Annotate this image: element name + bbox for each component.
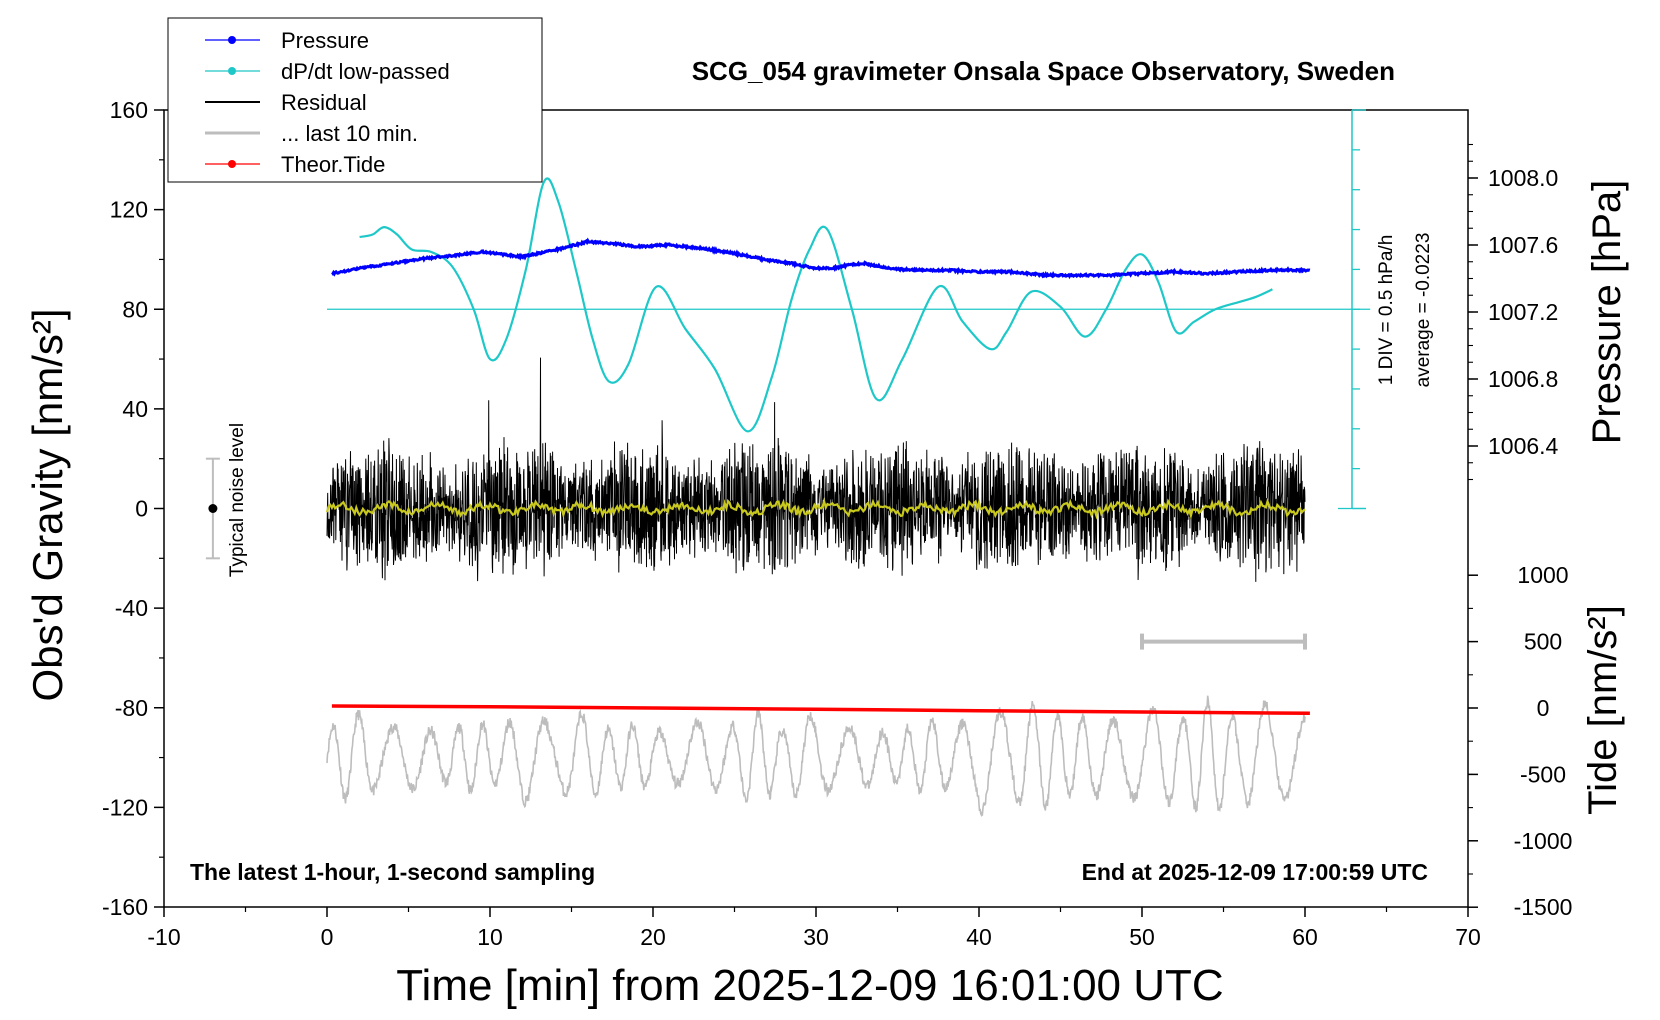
- x-tick-label: 50: [1129, 924, 1155, 950]
- legend-swatch-dot: [228, 67, 236, 75]
- legend-label: Theor.Tide: [281, 152, 385, 177]
- last-10-min-line: [326, 695, 1306, 818]
- axes-layer: -10 0 10 20 30 40 50 60 70 -160 -120 -80 -40 0 40 80 120…: [102, 97, 1572, 950]
- tide-tick-label: 1000: [1517, 562, 1568, 588]
- legend-swatch-dot: [228, 36, 236, 44]
- tide-tick-label: -1000: [1514, 828, 1573, 854]
- pressure-tick-label: 1006.4: [1488, 433, 1559, 459]
- residual-smoothed-line: [325, 497, 1306, 520]
- legend-item: Residual: [205, 90, 367, 115]
- y-axis-label-pressure: Pressure [hPa]: [1585, 180, 1629, 445]
- y-tick-label: -40: [115, 595, 148, 621]
- legend-item: Theor.Tide: [205, 152, 385, 177]
- pressure-tick-label: 1006.8: [1488, 366, 1558, 392]
- legend-item: Pressure: [205, 28, 369, 53]
- y-axis-label-tide: Tide [nm/s²]: [1581, 605, 1625, 815]
- noise-level-label: Typical noise level: [227, 423, 248, 577]
- x-tick-label: 60: [1292, 924, 1318, 950]
- y-tick-label: 160: [110, 97, 148, 123]
- legend-label: ... last 10 min.: [281, 121, 418, 146]
- residual-line: [326, 357, 1306, 582]
- theor-tide-line: [331, 704, 1310, 716]
- pressure-line: [331, 237, 1311, 280]
- dpdt-line: [359, 177, 1273, 433]
- legend: Pressure dP/dt low-passed Residual ... last…: [167, 17, 543, 183]
- y-tick-label: 40: [122, 396, 148, 422]
- x-tick-label: 40: [966, 924, 992, 950]
- y-tick-label: 80: [122, 296, 148, 322]
- tide-tick-label: -500: [1520, 761, 1566, 787]
- y-tick-label: 0: [135, 496, 148, 522]
- legend-box: [167, 17, 543, 183]
- noise-level-dot: [208, 504, 218, 513]
- x-tick-label: 70: [1455, 924, 1481, 950]
- tide-tick-label: 500: [1524, 629, 1562, 655]
- footer-right-label: End at 2025-12-09 17:00:59 UTC: [1082, 859, 1428, 885]
- series-layer: [205, 109, 1371, 818]
- x-tick-label: 20: [640, 924, 666, 950]
- pressure-tick-label: 1008.0: [1488, 165, 1558, 191]
- div-label: 1 DIV = 0.5 hPa/h: [1376, 235, 1397, 386]
- legend-item: ... last 10 min.: [205, 121, 418, 146]
- y-tick-label: -80: [115, 695, 148, 721]
- y-tick-label: -160: [102, 894, 148, 920]
- x-tick-label: 10: [477, 924, 503, 950]
- x-tick-label: 30: [803, 924, 829, 950]
- tide-tick-label: -1500: [1514, 894, 1573, 920]
- tide-tick-label: 0: [1537, 695, 1550, 721]
- legend-swatch-dot: [228, 160, 236, 168]
- legend-label: Pressure: [281, 28, 369, 53]
- y-axis-label-left: Obs'd Gravity [nm/s²]: [24, 308, 71, 701]
- pressure-tick-label: 1007.6: [1488, 232, 1558, 258]
- footer-left-label: The latest 1-hour, 1-second sampling: [190, 859, 595, 885]
- x-tick-label: 0: [321, 924, 334, 950]
- legend-label: Residual: [281, 90, 367, 115]
- y-tick-label: -120: [102, 794, 148, 820]
- legend-label: dP/dt low-passed: [281, 59, 450, 84]
- chart-title: SCG_054 gravimeter Onsala Space Observat…: [692, 56, 1395, 86]
- average-label: average = -0.0223: [1413, 233, 1434, 388]
- x-axis-label: Time [min] from 2025-12-09 16:01:00 UTC: [396, 961, 1223, 1010]
- legend-item: dP/dt low-passed: [205, 59, 450, 84]
- pressure-tick-label: 1007.2: [1488, 299, 1558, 325]
- x-tick-label: -10: [147, 924, 180, 950]
- legend-items: Pressure dP/dt low-passed Residual ... last…: [205, 28, 450, 177]
- y-tick-label: 120: [110, 197, 148, 223]
